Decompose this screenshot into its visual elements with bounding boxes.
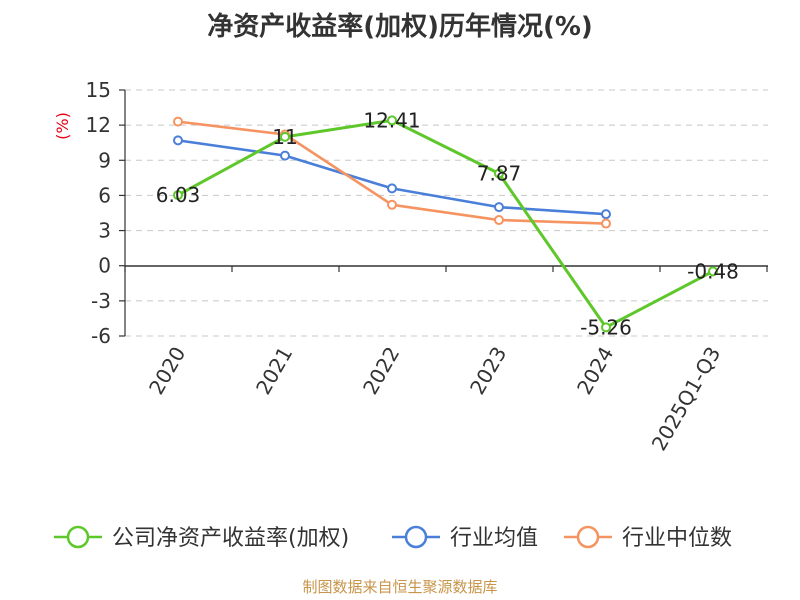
legend-label-company-roe: 公司净资产收益率(加权) (112, 526, 349, 551)
data-label: 12.41 (363, 108, 420, 132)
data-label: 11 (272, 125, 297, 149)
legend-marker-industry-median (576, 525, 600, 549)
series-company-roe-point[interactable] (387, 115, 397, 126)
x-tick-label: 2024 (572, 343, 618, 399)
legend-item-industry-mean[interactable]: 行业均值 (392, 525, 538, 551)
data-label: 7.87 (477, 162, 522, 186)
series-company-roe (173, 115, 718, 333)
legend-label-industry-median: 行业中位数 (622, 526, 732, 551)
series-company-roe-point[interactable] (173, 190, 183, 201)
series-industry-mean-point[interactable] (173, 135, 183, 146)
y-tick-label: 15 (86, 78, 111, 102)
series-industry-median-point[interactable] (173, 116, 183, 127)
series-industry-mean-point[interactable] (387, 183, 397, 194)
x-tick-label: 2023 (465, 343, 511, 399)
y-tick-label: 3 (98, 219, 111, 243)
y-tick-labels: 15 12 9 6 3 0 -3 -6 (86, 78, 111, 348)
series-company-roe-point[interactable] (601, 322, 611, 333)
data-source-note: 制图数据来自恒生聚源数据库 (302, 578, 497, 596)
data-label: -5.26 (580, 315, 632, 339)
series-industry-median-point[interactable] (387, 199, 397, 210)
legend-label-industry-mean: 行业均值 (450, 526, 538, 551)
series-industry-median-point[interactable] (601, 218, 611, 229)
series-company-roe-line (177, 118, 714, 329)
y-axis-unit-label: (%) (53, 112, 72, 140)
data-labels: 6.03 11 12.41 7.87 -5.26 -0.48 (156, 108, 739, 339)
series-lines (173, 115, 718, 333)
x-tick-label: 2022 (358, 343, 404, 399)
y-tick-label: -6 (91, 324, 111, 348)
x-tick-label: 2025Q1-Q3 (647, 343, 726, 455)
data-label: 6.03 (156, 183, 201, 207)
series-industry-mean (173, 135, 611, 220)
data-label: -0.48 (687, 259, 739, 283)
x-tick-label: 2020 (144, 343, 190, 399)
x-tick-labels: 2020 2021 2022 2023 2024 2025Q1-Q3 (144, 343, 725, 455)
x-tick-label: 2021 (251, 343, 297, 399)
series-company-roe-point[interactable] (708, 266, 718, 277)
y-tick-label: -3 (91, 289, 111, 313)
series-company-roe-point[interactable] (494, 168, 504, 179)
legend-marker-industry-mean (404, 525, 428, 549)
series-industry-median-point[interactable] (494, 215, 504, 226)
series-industry-mean-point[interactable] (280, 150, 290, 161)
legend-item-company-roe[interactable]: 公司净资产收益率(加权) (54, 525, 349, 551)
series-industry-mean-point[interactable] (601, 209, 611, 220)
legend: 公司净资产收益率(加权) 行业均值 行业中位数 (54, 525, 732, 551)
y-tick-label: 9 (98, 148, 111, 172)
grid-lines (125, 89, 768, 337)
y-tick-label: 12 (86, 113, 111, 137)
legend-item-industry-median[interactable]: 行业中位数 (564, 525, 732, 551)
axes (119, 89, 768, 337)
series-company-roe-point[interactable] (280, 131, 290, 142)
y-tick-label: 0 (98, 254, 111, 278)
legend-marker-company-roe (66, 525, 90, 549)
chart-title: 净资产收益率(加权)历年情况(%) (207, 11, 593, 42)
y-tick-label: 6 (98, 183, 111, 207)
series-industry-mean-point[interactable] (494, 202, 504, 213)
